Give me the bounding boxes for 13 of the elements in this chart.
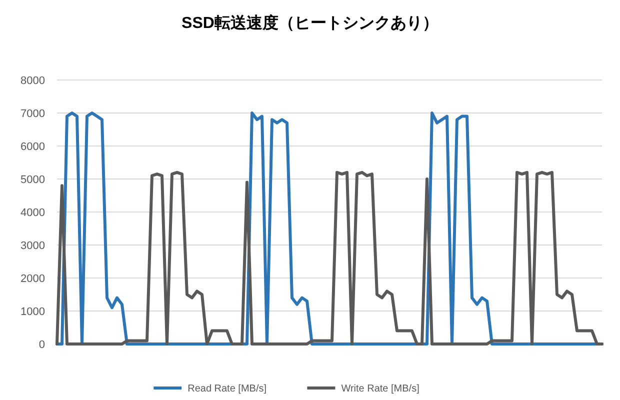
y-tick-label: 7000 <box>20 108 45 120</box>
y-tick-label: 4000 <box>20 206 45 219</box>
y-tick-label: 3000 <box>20 240 45 252</box>
y-tick-label: 5000 <box>20 174 45 186</box>
y-tick-label: 6000 <box>20 140 45 153</box>
legend-label: Write Rate [MB/s] <box>341 384 420 394</box>
line-series <box>56 170 604 346</box>
y-tick-label: 0 <box>38 338 45 351</box>
y-tick-label: 8000 <box>20 74 45 87</box>
legend-label: Read Rate [MB/s] <box>188 384 267 394</box>
y-tick-label: 1000 <box>20 306 45 318</box>
y-tick-label: 2000 <box>20 272 45 285</box>
chart-title: SSD転送速度（ヒートシンクあり） <box>182 13 438 32</box>
